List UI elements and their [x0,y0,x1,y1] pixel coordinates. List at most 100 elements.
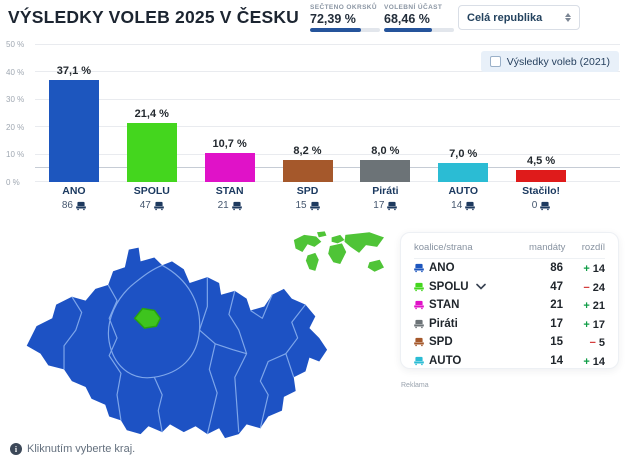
seats-count: 15 [295,200,320,211]
info-icon: i [10,443,22,455]
party-seat-icon [414,356,424,365]
gridline [35,98,620,100]
diff-value: 21 [592,300,605,313]
party-label: STAN [215,185,244,197]
table-header-row: koalice/strana mandáty rozdíl [414,242,605,259]
seat-icon [540,201,551,210]
party-seat-icon [414,301,424,310]
gridline [35,126,620,128]
bar-group-spd: 8,2 % SPD 15 [269,45,347,217]
checkbox-icon[interactable] [489,56,501,67]
bar-auto: 7,0 % [438,148,489,182]
seats-count: 21 [218,200,242,211]
seats-count: 86 [62,200,86,211]
bar-group-auto: 7,0 % AUTO 14 [424,45,502,217]
party-name: Piráti [429,317,458,330]
y-tick: 40 % [6,68,25,77]
diff-value: 24 [592,281,605,294]
party-label: Piráti [372,185,399,197]
party-label: SPD [296,185,319,197]
party-label: Stačilo! [522,185,561,197]
table-row-ano: ANO 86 +14 [414,259,605,278]
region-borders [63,264,306,435]
mandates-value: 15 [550,336,563,349]
mandates-value: 47 [550,280,563,293]
party-seat-icon [414,338,424,347]
party-name: STAN [429,299,460,312]
world-map-icon[interactable] [287,231,390,285]
seat-icon [154,201,164,210]
seat-icon [309,201,320,210]
diff-sign: + [583,263,590,276]
bar-value-label: 7,0 % [449,147,478,160]
gridline [35,71,620,73]
bar-value-label: 21,4 % [134,108,169,121]
gridline [35,153,620,155]
counted-districts-progress-fill [310,28,361,32]
diff-sign: − [583,281,590,294]
y-tick: 30 % [6,95,25,104]
bar-value-label: 37,1 % [56,65,92,78]
map-hint: i Kliknutím vyberte kraj. [10,443,135,455]
diff-value: 14 [592,355,605,368]
results-table-card: koalice/strana mandáty rozdíl ANO 86 +14… [400,232,619,369]
table-row-auto: AUTO 14 +14 [414,352,605,371]
table-row-pirati: Piráti 17 +17 [414,315,605,334]
diff-sign: + [583,355,590,368]
bar-stacilo: 4,5 % [516,155,567,182]
bar-value-label: 8,0 % [371,145,400,158]
dropdown-updown-icon [565,13,571,22]
results-2021-label: Výsledky voleb (2021) [506,55,610,68]
region-prague[interactable] [133,307,162,329]
mandates-value: 14 [550,354,563,367]
diff-value: 14 [592,263,605,276]
counted-districts-value: 72,39 % [310,12,356,26]
bar-spd: 8,2 % [282,145,333,182]
turnout-value: 68,46 % [384,12,430,26]
results-2021-toggle[interactable]: Výsledky voleb (2021) [480,51,619,72]
czech-republic-map[interactable] [14,228,330,442]
gridline [35,44,620,45]
region-select-dropdown[interactable]: Celá republika [458,5,580,30]
seats-count: 47 [140,200,164,211]
seat-icon [231,201,242,210]
y-tick: 20 % [6,123,25,132]
diff-value: 5 [598,337,605,350]
diff-sign: + [583,300,590,313]
map-hint-text: Kliknutím vyberte kraj. [27,443,136,455]
counted-districts-label: SEČTENO OKRSKŮ [310,4,377,11]
party-name: SPOLU [429,280,469,293]
party-name: SPD [429,336,453,349]
y-tick: 50 % [6,40,25,49]
party-label: SPOLU [133,185,170,197]
bar-group-stan: 10,7 % STAN 21 [191,45,269,217]
table-row-spolu[interactable]: SPOLU 47 −24 [414,278,605,297]
chevron-down-icon[interactable] [475,283,486,290]
bar-ano: 37,1 % [48,65,99,182]
counted-districts-progressbar [310,28,380,32]
bar-pirati: 8,0 % [360,145,411,182]
header-party: koalice/strana [414,242,473,253]
seats-count: 14 [451,200,476,211]
bar-spolu: 21,4 % [126,108,177,182]
table-row-spd: SPD 15 −5 [414,333,605,352]
diff-sign: + [583,318,590,331]
turnout-progressbar [384,28,454,32]
seat-icon [387,201,398,210]
bar-value-label: 8,2 % [293,144,322,157]
party-seat-icon [414,282,424,291]
region-select-value: Celá republika [467,11,543,24]
turnout-progress-fill [384,28,432,32]
seats-count: 0 [532,200,551,211]
seat-icon [465,201,476,210]
bars-row: 37,1 % ANO 86 21,4 % SPOLU 47 10,7 % STA… [35,45,580,217]
diff-sign: − [589,337,596,350]
y-tick: 10 % [6,150,25,159]
counted-districts-stat: SEČTENO OKRSKŮ 72,39 % [310,4,380,32]
mandates-value: 21 [550,299,563,312]
party-name: AUTO [429,354,462,367]
y-tick: 0 % [6,178,20,187]
results-bar-chart: 50 % 40 % 30 % 20 % 10 % 0 % 37,1 % ANO … [0,38,625,218]
seat-icon [76,201,86,210]
